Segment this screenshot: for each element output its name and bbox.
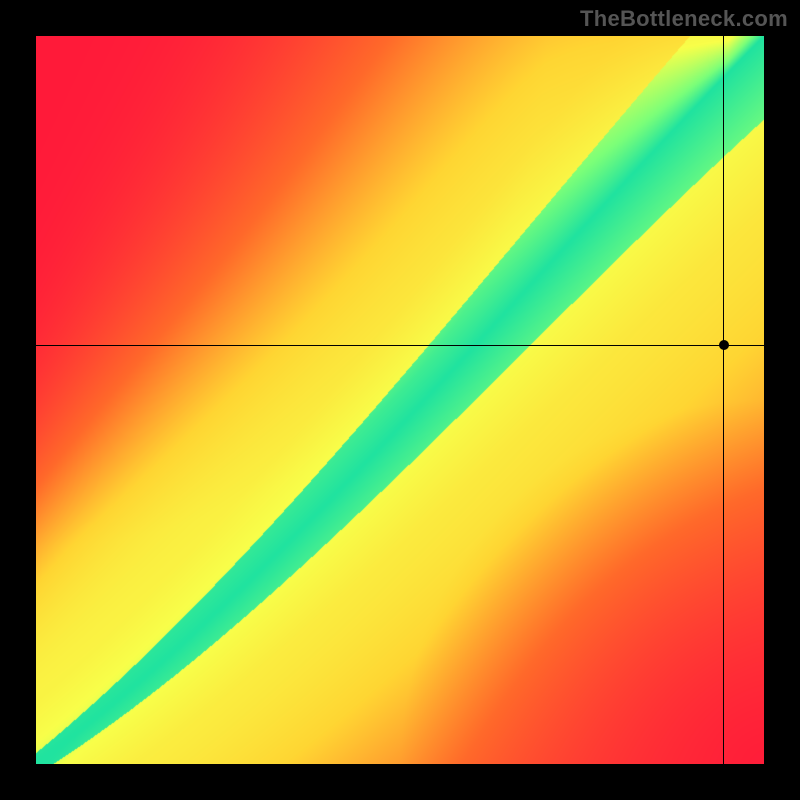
plot-panel bbox=[36, 36, 764, 764]
figure-frame: TheBottleneck.com bbox=[0, 0, 800, 800]
bottleneck-heatmap bbox=[36, 36, 764, 764]
watermark-text: TheBottleneck.com bbox=[580, 6, 788, 32]
